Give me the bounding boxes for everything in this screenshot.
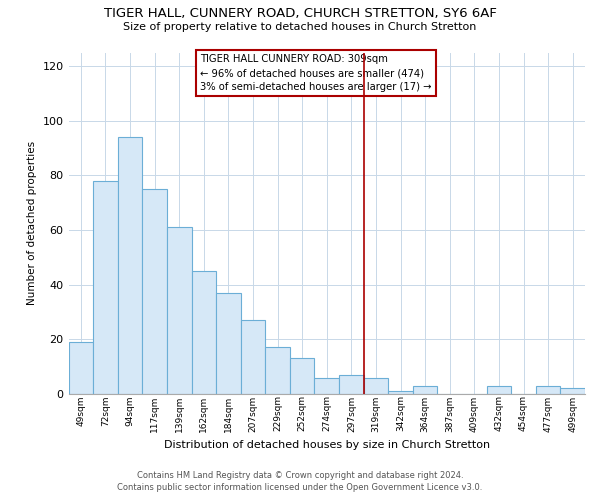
Bar [241, 320, 265, 394]
Bar [93, 181, 118, 394]
Bar [290, 358, 314, 394]
Bar [536, 386, 560, 394]
Text: TIGER HALL, CUNNERY ROAD, CHURCH STRETTON, SY6 6AF: TIGER HALL, CUNNERY ROAD, CHURCH STRETTO… [104, 8, 496, 20]
Bar [265, 348, 290, 394]
Bar [68, 342, 93, 394]
Bar [167, 228, 191, 394]
Text: Size of property relative to detached houses in Church Stretton: Size of property relative to detached ho… [124, 22, 476, 32]
X-axis label: Distribution of detached houses by size in Church Stretton: Distribution of detached houses by size … [164, 440, 490, 450]
Bar [487, 386, 511, 394]
Bar [364, 378, 388, 394]
Text: Contains HM Land Registry data © Crown copyright and database right 2024.
Contai: Contains HM Land Registry data © Crown c… [118, 471, 482, 492]
Bar [118, 137, 142, 394]
Bar [191, 271, 216, 394]
Bar [339, 375, 364, 394]
Bar [388, 391, 413, 394]
Y-axis label: Number of detached properties: Number of detached properties [27, 141, 37, 306]
Bar [413, 386, 437, 394]
Bar [216, 293, 241, 394]
Bar [560, 388, 585, 394]
Text: TIGER HALL CUNNERY ROAD: 309sqm
← 96% of detached houses are smaller (474)
3% of: TIGER HALL CUNNERY ROAD: 309sqm ← 96% of… [200, 54, 432, 92]
Bar [314, 378, 339, 394]
Bar [142, 189, 167, 394]
